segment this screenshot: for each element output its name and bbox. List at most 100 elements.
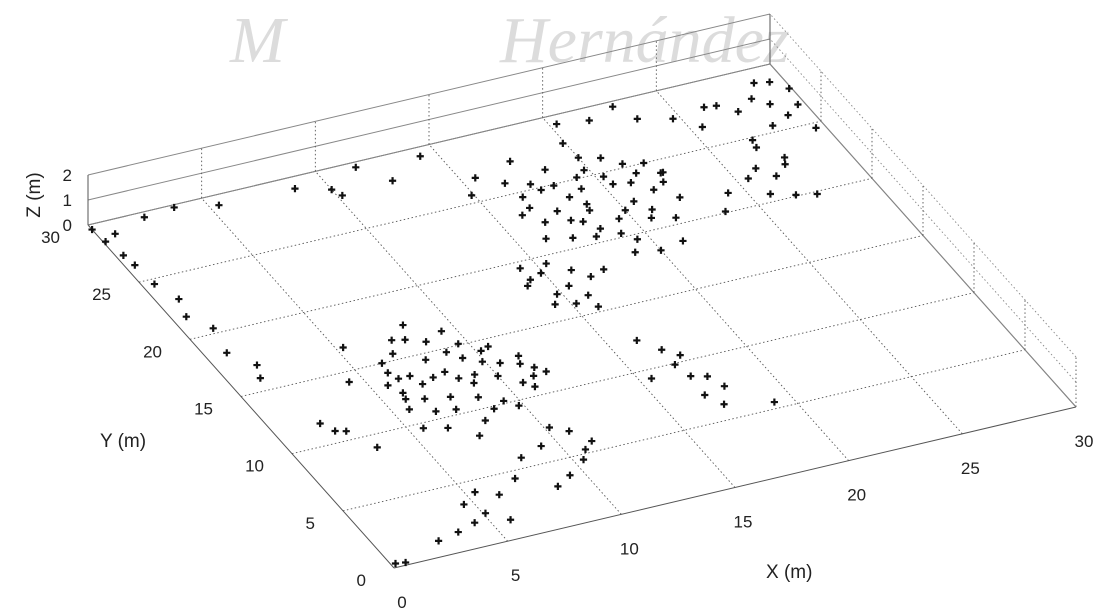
y-tick-label: 15: [194, 400, 213, 419]
scatter-point: [701, 391, 709, 399]
scatter-point: [565, 282, 573, 290]
scatter-point: [471, 370, 479, 379]
scatter-point: [703, 372, 712, 380]
grid-line-y: [342, 349, 1026, 512]
scatter-point: [291, 185, 299, 193]
scatter-point: [446, 393, 455, 401]
scatter-point: [650, 186, 658, 194]
scatter-point: [342, 427, 350, 435]
scatter-point: [565, 193, 574, 201]
x-axis-label: X (m): [766, 562, 812, 583]
scatter-point: [780, 153, 789, 162]
scatter-point: [537, 186, 545, 194]
scatter-point: [402, 558, 410, 567]
scatter-point: [434, 537, 443, 545]
scatter-point: [391, 559, 400, 568]
scatter-point: [698, 123, 706, 131]
scatter-point: [416, 152, 424, 160]
scatter-point: [596, 225, 604, 233]
y-axis-label: Y (m): [100, 431, 146, 452]
scatter-point: [111, 230, 119, 238]
scatter-point: [223, 349, 231, 357]
scatter-point: [734, 108, 742, 116]
scatter-point: [501, 179, 509, 187]
scatter-point: [526, 204, 534, 212]
scatter-point: [170, 203, 178, 212]
scatter-point: [402, 395, 410, 403]
floor-grid: [87, 63, 1077, 569]
scatter-point: [516, 264, 524, 272]
scatter-point: [541, 166, 549, 174]
scatter-point: [316, 419, 324, 428]
scatter-point: [471, 519, 479, 527]
scatter-point: [490, 405, 498, 413]
scatter-point: [388, 177, 397, 185]
scatter-point: [384, 381, 392, 389]
scatter-point: [747, 95, 756, 103]
scatter-point: [470, 379, 478, 387]
scatter-point: [541, 218, 549, 226]
back-wall-line: [87, 13, 771, 176]
scatter-point: [792, 191, 800, 199]
scatter-point: [384, 369, 392, 377]
y-tick-label: 20: [143, 342, 162, 361]
scatter-point: [700, 103, 708, 111]
scatter-point: [481, 416, 489, 425]
scatter-point: [378, 359, 386, 367]
scatter-point: [418, 380, 427, 388]
scatter-point: [600, 265, 608, 273]
back-walls: [87, 13, 1077, 408]
scatter-point: [592, 232, 600, 241]
watermark-text: Hernández: [499, 4, 790, 77]
scatter-point: [631, 248, 639, 256]
grid-line-y: [240, 235, 924, 397]
scatter-point: [550, 182, 558, 190]
scatter-point: [647, 214, 655, 222]
scatter-point: [679, 237, 687, 245]
scatter-point: [567, 216, 575, 224]
scatter-point: [781, 160, 789, 168]
grid-line-y: [393, 406, 1077, 569]
scatter-point: [542, 259, 550, 268]
scatter-point: [599, 173, 608, 181]
scatter-point: [784, 111, 792, 119]
scatter-point: [770, 398, 778, 406]
x-tick-label: 10: [620, 539, 639, 558]
scatter-point: [150, 280, 159, 288]
scatter-point: [583, 200, 591, 208]
scatter-point: [627, 179, 635, 187]
watermark: M Hernández: [229, 4, 790, 77]
scatter-point: [388, 336, 396, 344]
scatter-point: [389, 350, 397, 358]
scatter-point: [553, 290, 561, 298]
scatter-point: [484, 342, 492, 351]
x-tick-label: 15: [734, 513, 753, 532]
scatter-point: [574, 154, 582, 162]
grid-line-y: [138, 120, 822, 283]
scatter-point: [617, 229, 625, 237]
scatter-point: [553, 207, 561, 215]
y-tick-label: 10: [245, 457, 264, 476]
scatter-point: [529, 372, 538, 380]
scatter-point: [542, 367, 550, 376]
scatter-point: [345, 378, 353, 386]
scatter-point: [101, 238, 110, 246]
scatter-point: [399, 389, 407, 397]
scatter-point: [88, 225, 96, 234]
watermark-brand: M: [229, 4, 289, 77]
scatter-point: [633, 115, 641, 123]
scatter-point: [477, 347, 485, 355]
scatter-point: [752, 164, 760, 172]
scatter-point: [494, 372, 502, 380]
scatter-point: [724, 189, 732, 197]
scatter-point: [813, 190, 821, 198]
scatter-point: [500, 397, 508, 405]
scatter-point: [519, 378, 527, 387]
scatter-point: [587, 272, 595, 281]
x-tick-label: 5: [511, 566, 520, 585]
scatter-point: [633, 235, 641, 243]
scatter-point: [648, 205, 656, 214]
scatter-point: [569, 234, 577, 242]
grid-line-y: [291, 292, 975, 455]
